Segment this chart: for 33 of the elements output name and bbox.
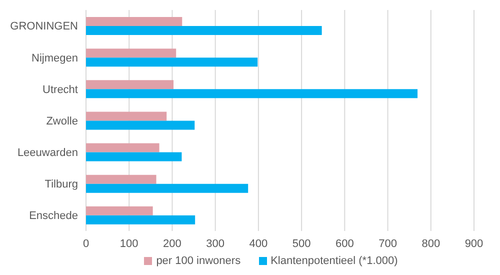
bar <box>86 48 176 58</box>
y-tick-label: Zwolle <box>46 115 78 128</box>
bar <box>86 184 248 193</box>
x-tick-label: 400 <box>249 238 268 250</box>
bar <box>86 80 174 90</box>
x-tick-label: 900 <box>464 238 484 250</box>
bar <box>86 26 322 35</box>
bar <box>86 89 418 98</box>
bar <box>86 143 160 152</box>
legend-label: Klantenpotentieel (*1.000) <box>270 255 398 267</box>
y-tick-label: Nijmegen <box>32 52 78 64</box>
bar <box>86 206 153 216</box>
x-tick-label: 300 <box>206 238 225 250</box>
x-tick-label: 800 <box>422 238 440 250</box>
x-tick-label: 500 <box>292 238 311 250</box>
x-tick-label: 700 <box>378 238 397 250</box>
y-tick-label: Tilburg <box>44 178 78 191</box>
y-tick-label: GRONINGEN <box>10 20 78 33</box>
y-tick-label: Enschede <box>29 210 78 222</box>
x-tick-label: 200 <box>163 238 182 250</box>
bar <box>86 174 156 184</box>
x-tick-label: 100 <box>120 238 138 250</box>
bar <box>86 112 167 121</box>
bar <box>86 215 196 224</box>
y-tick-label: Leeuwarden <box>17 146 78 159</box>
y-tick-label: Utrecht <box>42 84 78 96</box>
legend-label: per 100 inwoners <box>156 255 241 267</box>
bar <box>86 120 195 130</box>
x-tick-label: 0 <box>82 238 90 250</box>
bar <box>86 58 258 67</box>
x-tick-label: 600 <box>335 238 354 250</box>
bar <box>86 152 182 162</box>
bar <box>86 17 182 26</box>
